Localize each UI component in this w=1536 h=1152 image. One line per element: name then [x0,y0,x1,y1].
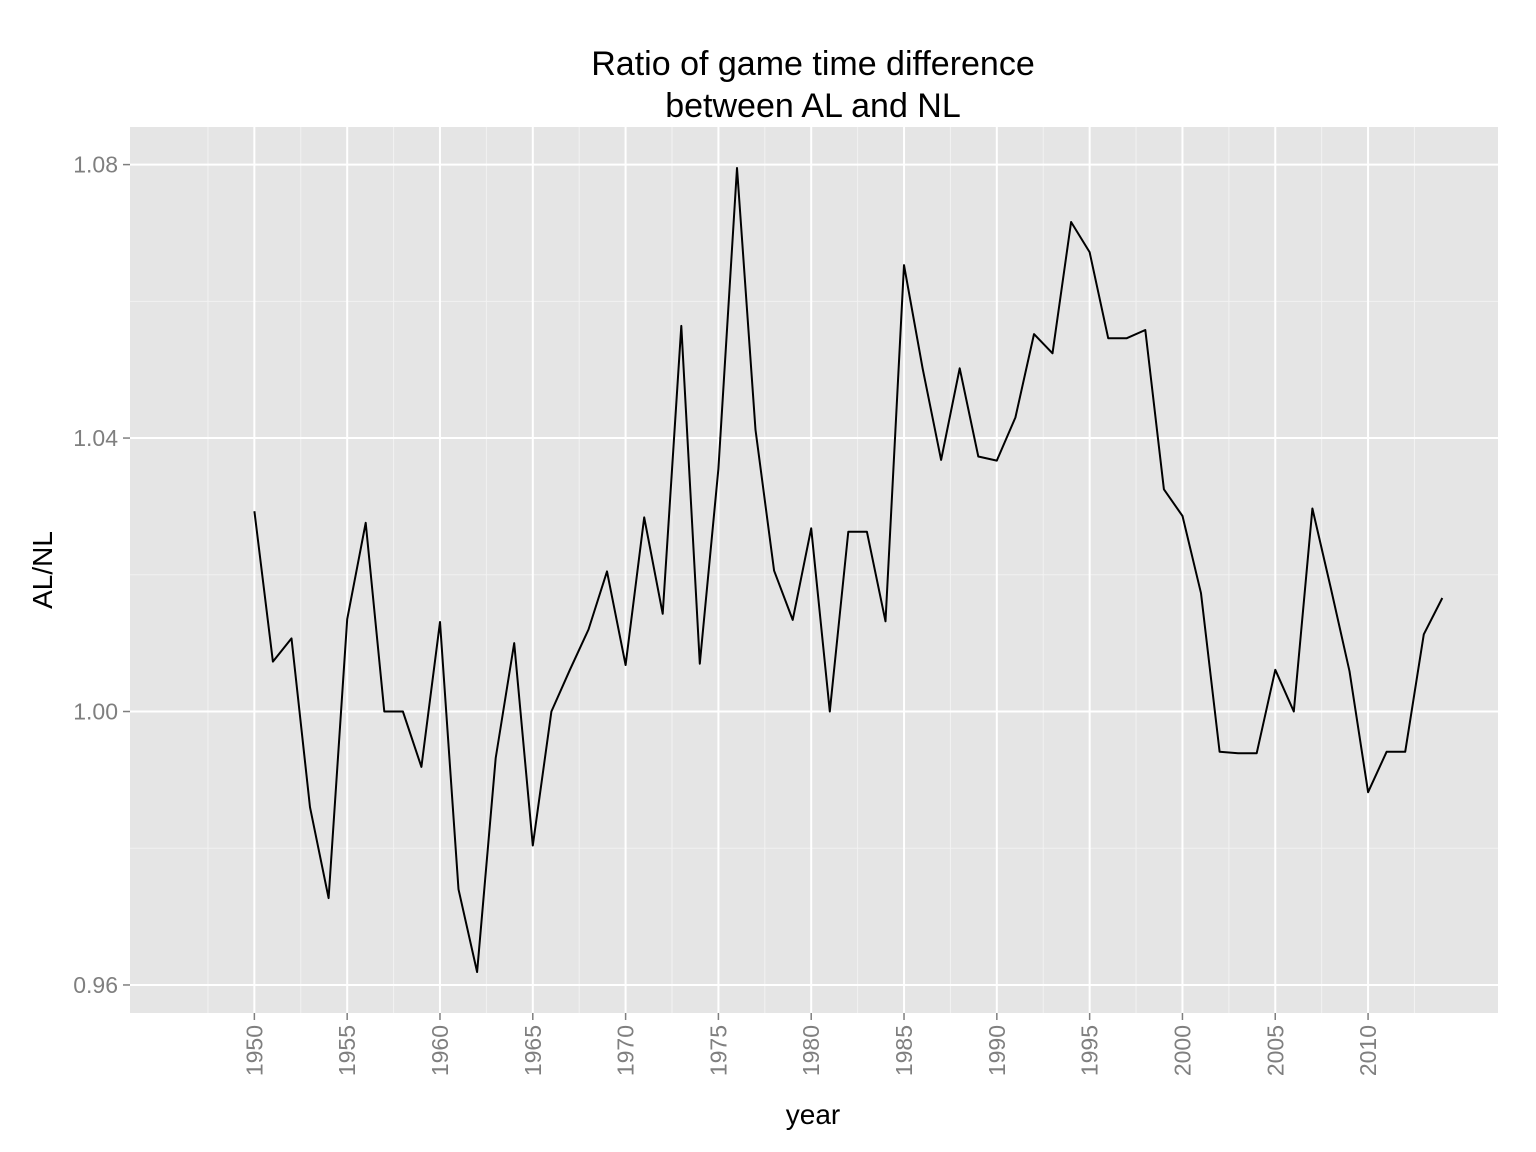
x-tick-label: 1995 [1077,1025,1103,1076]
y-tick-label: 1.08 [73,152,118,178]
y-axis: 0.96 1.00 1.04 1.08 [73,152,130,998]
y-tick-label: 1.04 [73,425,118,451]
x-tick-label: 1985 [891,1025,917,1076]
chart-title-line-2: between AL and NL [665,87,961,125]
x-tick-label: 1980 [798,1025,824,1076]
x-tick-label: 2010 [1355,1025,1381,1076]
x-tick-label: 2005 [1262,1025,1288,1076]
major-gridlines [130,127,1498,1013]
x-tick-label: 2000 [1169,1025,1195,1076]
y-axis-title: AL/NL [27,531,58,609]
minor-gridlines [130,127,1498,1013]
x-tick-label: 1975 [705,1025,731,1076]
x-tick-label: 1965 [520,1025,546,1076]
x-tick-label: 1990 [984,1025,1010,1076]
plot-panel [130,127,1498,1013]
series-line [253,167,1444,973]
x-axis-title: year [786,1099,840,1130]
x-tick-label: 1970 [613,1025,639,1076]
y-tick-label: 0.96 [73,972,118,998]
chart-title-line-1: Ratio of game time difference [591,45,1035,83]
x-tick-label: 1955 [334,1025,360,1076]
y-tick-label: 1.00 [73,699,118,725]
x-tick-label: 1950 [241,1025,267,1076]
x-axis: 1950 1955 1960 1965 1970 1975 1980 1985 1990 1995… [241,1013,1381,1076]
x-tick-label: 1960 [427,1025,453,1076]
